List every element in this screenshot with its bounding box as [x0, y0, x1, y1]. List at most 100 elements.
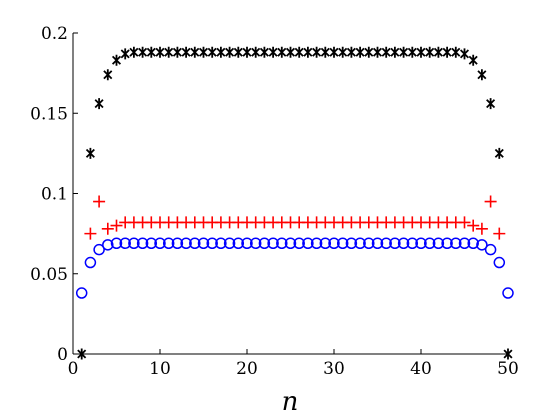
circle-point	[476, 239, 488, 251]
asterisk-point	[416, 46, 426, 58]
asterisk-point	[320, 46, 330, 58]
asterisk-point	[233, 46, 243, 58]
circle-point	[249, 237, 262, 250]
x-axis-title: n	[282, 387, 299, 417]
asterisk-point	[399, 46, 409, 58]
circle-point	[293, 237, 305, 250]
asterisk-point	[355, 46, 365, 58]
circle-point	[128, 237, 140, 250]
asterisk-point	[390, 46, 400, 58]
asterisk-point	[111, 54, 122, 66]
circle-point	[380, 237, 392, 250]
asterisk-point	[425, 46, 435, 58]
asterisk-point	[338, 46, 348, 58]
circle-point	[276, 237, 288, 250]
asterisk-point	[129, 46, 139, 58]
data-marks	[75, 46, 514, 360]
circle-point	[206, 237, 218, 250]
asterisk-point	[494, 147, 504, 159]
circle-point	[484, 243, 497, 256]
asterisk-point	[268, 46, 278, 58]
x-tick-label: 20	[236, 359, 258, 379]
circle-point	[171, 237, 184, 250]
asterisk-point	[312, 46, 322, 58]
circle-point	[363, 237, 375, 250]
asterisk-point	[294, 46, 304, 58]
circle-point	[406, 237, 419, 250]
asterisk-point	[155, 46, 165, 58]
circle-point	[241, 237, 253, 250]
circle-point	[145, 237, 158, 250]
asterisk-point	[468, 54, 478, 66]
x-tick-label: 10	[149, 359, 171, 379]
asterisk-point	[207, 46, 217, 58]
circle-point	[284, 237, 297, 250]
circle-point	[432, 237, 445, 250]
circle-point	[302, 237, 314, 250]
plus-point	[93, 195, 106, 208]
plus-point	[101, 222, 114, 235]
asterisk-point	[346, 46, 356, 58]
asterisk-series	[77, 46, 513, 360]
asterisk-point	[146, 46, 156, 58]
asterisk-point	[329, 46, 339, 58]
circle-point	[136, 237, 149, 250]
asterisk-point	[172, 46, 182, 58]
asterisk-point	[77, 348, 87, 360]
circle-point	[232, 237, 245, 250]
asterisk-point	[477, 69, 487, 81]
circle-point	[371, 237, 384, 250]
asterisk-point	[190, 46, 200, 58]
circle-point	[267, 237, 279, 250]
asterisk-point	[503, 348, 513, 360]
asterisk-point	[94, 98, 104, 110]
circle-series	[75, 237, 514, 299]
circle-point	[441, 237, 453, 250]
plus-point	[475, 222, 488, 235]
asterisk-point	[407, 46, 417, 58]
circle-point	[336, 237, 349, 250]
asterisk-point	[85, 147, 95, 159]
circle-point	[328, 237, 340, 250]
plus-point	[84, 227, 97, 240]
circle-point	[310, 237, 323, 250]
plus-point	[493, 227, 506, 240]
asterisk-point	[216, 46, 226, 58]
circle-point	[458, 237, 471, 250]
circle-point	[223, 237, 236, 250]
y-tick-label: 0.15	[30, 104, 68, 124]
circle-point	[197, 237, 210, 250]
circle-point	[189, 237, 201, 250]
asterisk-point	[138, 46, 148, 58]
plus-series	[84, 195, 506, 240]
circle-point	[502, 287, 514, 299]
plus-point	[484, 195, 497, 208]
asterisk-point	[103, 69, 113, 81]
asterisk-point	[120, 48, 130, 60]
x-tick-label: 30	[323, 359, 345, 379]
asterisk-point	[451, 46, 461, 58]
asterisk-point	[381, 46, 391, 58]
x-tick-label: 40	[410, 359, 432, 379]
asterisk-point	[198, 46, 209, 58]
tick-labels: 0 10 20 30 40 50 0 0.05 0.1 0.15 0.2	[30, 24, 519, 379]
circle-point	[84, 256, 97, 269]
circle-point	[258, 237, 271, 250]
circle-point	[102, 239, 114, 251]
asterisk-point	[303, 46, 313, 58]
asterisk-point	[259, 46, 269, 58]
circle-point	[93, 243, 105, 256]
x-tick-label: 50	[497, 359, 519, 379]
y-tick-label: 0	[57, 345, 68, 365]
asterisk-point	[277, 46, 287, 58]
circle-point	[467, 237, 479, 250]
asterisk-point	[242, 46, 252, 58]
x-tick-label: 0	[68, 359, 79, 379]
asterisk-point	[181, 46, 191, 58]
circle-point	[354, 237, 366, 250]
circle-point	[162, 237, 175, 250]
asterisk-point	[433, 46, 443, 58]
asterisk-point	[225, 46, 235, 58]
circle-point	[397, 237, 410, 250]
